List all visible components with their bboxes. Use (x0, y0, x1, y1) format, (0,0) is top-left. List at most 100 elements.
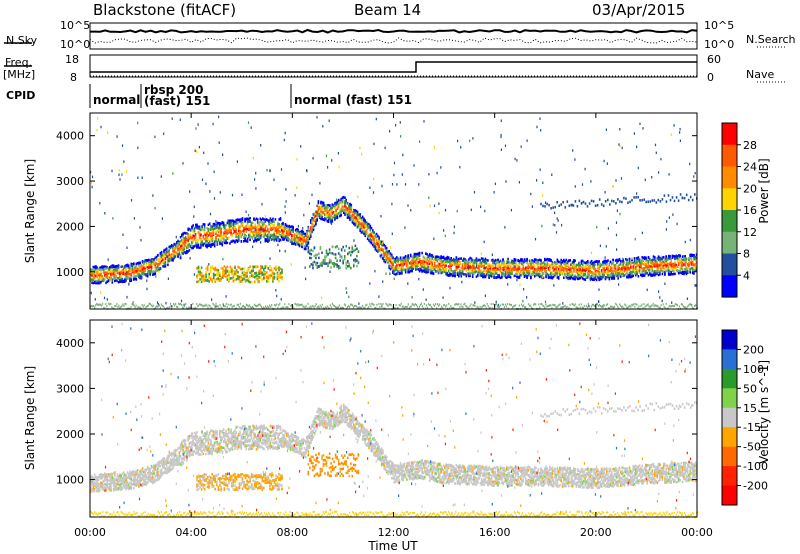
power-echo-cell (273, 226, 275, 229)
power-echo-cell (493, 260, 495, 263)
power-echo-cell (222, 240, 225, 244)
power-echo-cell (430, 254, 432, 258)
power-echo-cell (561, 272, 564, 275)
power-echo-cell (127, 265, 130, 269)
power-echo-cell (564, 266, 566, 270)
power-echo-cell (665, 264, 667, 267)
power-echo-cell (618, 258, 621, 261)
power-echo-cell (292, 242, 294, 246)
power-echo-cell (463, 262, 465, 266)
power-echo-cell (183, 239, 186, 242)
power-echo-cell (442, 268, 445, 271)
power-echo-cell (630, 266, 632, 269)
power-echo-cell (377, 248, 379, 251)
power-echo-cell (205, 273, 207, 276)
power-echo-cell (384, 256, 387, 259)
power-echo-cell (413, 263, 416, 267)
power-echo-cell (632, 261, 635, 265)
power-echo-cell (202, 274, 204, 278)
power-echo-cell (278, 239, 280, 243)
power-echo-cell (432, 272, 435, 275)
power-echo-cell (135, 264, 138, 267)
power-echo-cell (581, 267, 584, 270)
power-echo-cell (673, 267, 675, 271)
power-echo-cell (112, 272, 115, 275)
power-echo-cell (350, 206, 353, 209)
power-echo-cell (645, 263, 647, 267)
power-echo-cell (654, 257, 656, 260)
power-echo-cell (294, 243, 297, 246)
power-echo-cell (616, 261, 618, 264)
power-echo-cell (518, 275, 521, 278)
power-echo-cell (678, 257, 680, 260)
power-echo-cell (565, 276, 568, 279)
power-echo-cell (98, 273, 101, 276)
power-echo-cell (294, 237, 297, 240)
power-echo-cell (665, 256, 667, 259)
power-echo-cell (533, 267, 536, 271)
power-echo-cell (215, 238, 217, 241)
power-echo-cell (114, 277, 116, 281)
power-echo-cell (459, 261, 461, 265)
power-echo-cell (547, 266, 550, 270)
power-echo-cell (125, 272, 127, 275)
power-echo-cell (116, 277, 119, 280)
power-echo-cell (163, 253, 165, 256)
power-echo-cell (550, 264, 552, 267)
power-echo-cell (684, 261, 686, 264)
power-echo-cell (298, 239, 301, 242)
power-echo-cell (451, 272, 454, 276)
power-echo-cell (468, 273, 470, 276)
power-echo-cell (124, 268, 126, 272)
power-echo-cell (637, 269, 640, 272)
power-echo-cell (92, 272, 95, 275)
power-echo-cell (148, 271, 150, 275)
power-echo-cell (96, 281, 98, 285)
power-echo-cell (222, 226, 225, 230)
power-echo-cell (662, 256, 665, 259)
power-echo-cell (136, 274, 139, 277)
power-echo-cell (686, 263, 689, 267)
power-echo-cell (398, 270, 401, 273)
power-echo-cell (581, 276, 584, 280)
power-echo-cell (246, 222, 249, 225)
power-echo-cell (554, 270, 556, 274)
power-echo-cell (536, 268, 538, 272)
power-echo-cell (226, 265, 229, 269)
power-echo-cell (657, 263, 660, 267)
power-echo-cell (344, 205, 346, 208)
power-echo-cell (388, 264, 390, 268)
power-echo-cell (342, 200, 345, 203)
power-echo-cell (475, 265, 478, 269)
power-echo-cell (394, 257, 397, 260)
power-echo-cell (183, 237, 186, 240)
power-echo-cell (246, 217, 249, 221)
power-echo-cell (202, 278, 204, 281)
power-echo-cell (375, 246, 378, 249)
power-echo-cell (623, 261, 626, 264)
power-echo-cell (402, 257, 404, 261)
power-echo-cell (392, 256, 394, 260)
power-echo-cell (141, 268, 144, 271)
power-echo-cell (655, 265, 657, 268)
power-echo-cell (184, 232, 187, 235)
power-echo-cell (206, 268, 209, 272)
power-scatter (90, 115, 699, 311)
power-echo-cell (102, 278, 105, 281)
power-echo-cell (345, 205, 347, 209)
power-echo-cell (456, 258, 459, 262)
power-echo-cell (95, 270, 97, 274)
power-echo-cell (92, 278, 95, 281)
power-echo-cell (545, 258, 547, 262)
power-echo-cell (595, 260, 598, 263)
power-echo-cell (364, 231, 366, 234)
power-echo-cell (234, 272, 236, 276)
power-echo-cell (397, 267, 399, 270)
power-echo-cell (527, 265, 530, 268)
power-echo-cell (267, 236, 269, 239)
power-echo-cell (116, 269, 119, 273)
power-echo-cell (224, 230, 226, 234)
power-echo-cell (213, 244, 216, 248)
power-echo-cell (656, 261, 659, 265)
power-echo-cell (155, 257, 158, 260)
